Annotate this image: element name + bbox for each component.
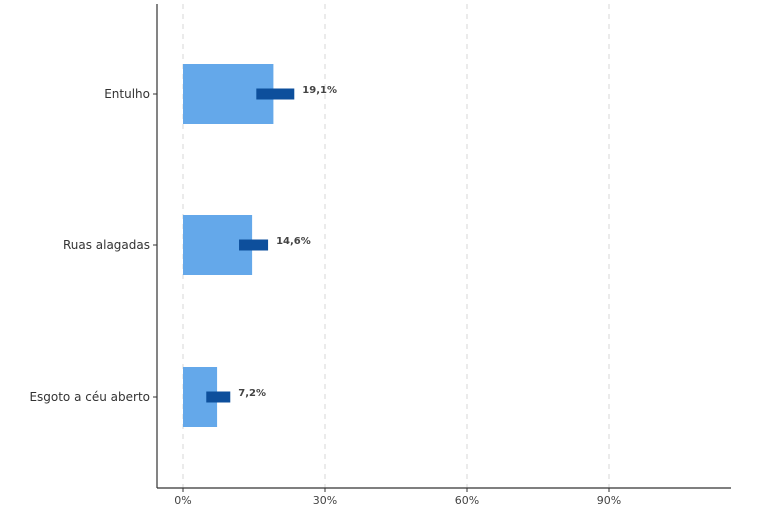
category-label-2: Esgoto a céu aberto [29, 390, 150, 404]
x-tick-label-3: 90% [597, 494, 621, 507]
x-tick-label-2: 60% [455, 494, 479, 507]
data-label-1: 14,6% [276, 236, 311, 247]
bar-marker-1 [239, 239, 269, 251]
data-label-2: 7,2% [238, 388, 266, 399]
category-label-1: Ruas alagadas [63, 238, 150, 252]
x-tick-label-0: 0% [174, 494, 191, 507]
bar-marker-2 [206, 391, 231, 403]
x-tick-label-1: 30% [313, 494, 337, 507]
data-label-0: 19,1% [302, 85, 337, 96]
bar-marker-0 [256, 88, 295, 100]
category-label-0: Entulho [104, 87, 150, 101]
